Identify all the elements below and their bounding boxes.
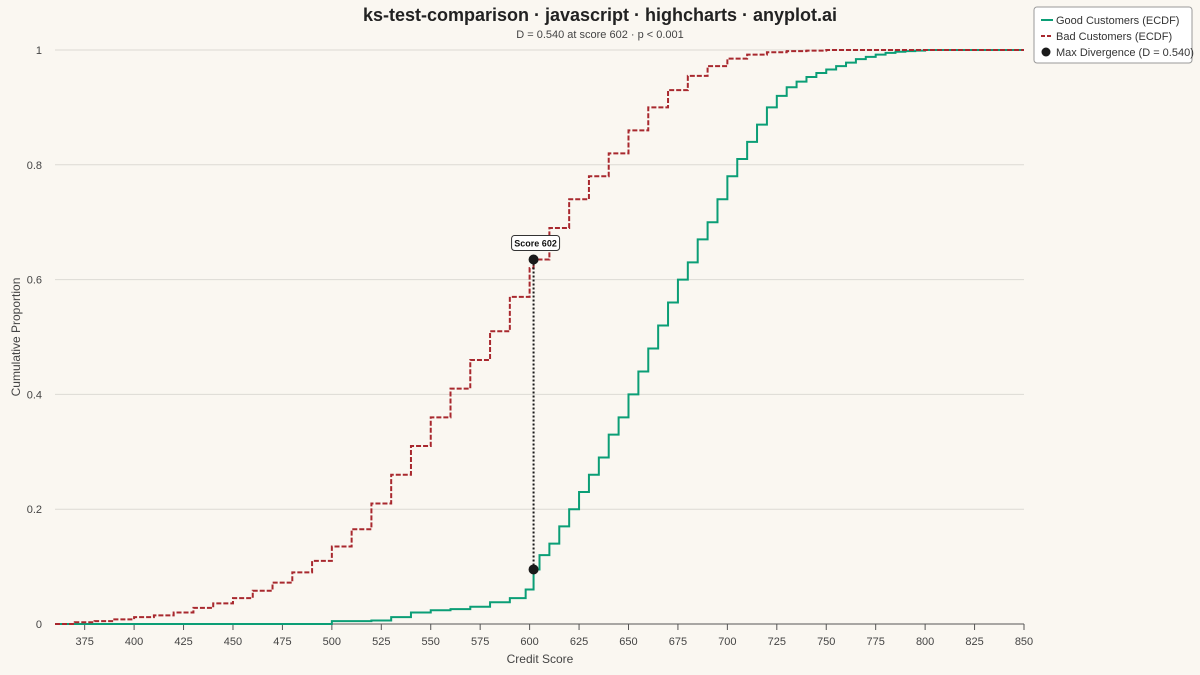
chart-title: ks-test-comparison · javascript · highch… <box>363 5 837 25</box>
x-tick-label: 375 <box>75 636 93 648</box>
x-tick-label: 825 <box>965 636 983 648</box>
legend-label-good: Good Customers (ECDF) <box>1056 15 1179 27</box>
x-tick-label: 850 <box>1015 636 1033 648</box>
x-tick-label: 800 <box>916 636 934 648</box>
x-tick-label: 675 <box>669 636 687 648</box>
x-tick-label: 425 <box>174 636 192 648</box>
legend-label-bad: Bad Customers (ECDF) <box>1056 31 1172 43</box>
x-tick-label: 750 <box>817 636 835 648</box>
x-tick-label: 525 <box>372 636 390 648</box>
legend-item-bad[interactable]: Bad Customers (ECDF) <box>1041 31 1172 43</box>
y-axis-title: Cumulative Proportion <box>9 278 23 397</box>
legend-box <box>1033 6 1193 64</box>
x-tick-label: 625 <box>570 636 588 648</box>
series-good-customers[interactable] <box>55 49 1024 625</box>
y-tick-label: 0.8 <box>27 160 42 172</box>
divergence-label-box <box>511 235 561 252</box>
legend-item-good[interactable]: Good Customers (ECDF) <box>1041 15 1179 27</box>
legend-label-divergence: Max Divergence (D = 0.540) <box>1056 47 1194 59</box>
grid-layer <box>55 49 1024 625</box>
x-tick-label: 400 <box>125 636 143 648</box>
x-tick-label: 600 <box>520 636 538 648</box>
x-tick-label: 550 <box>422 636 440 648</box>
x-tick-label: 725 <box>768 636 786 648</box>
series-layer <box>55 49 1024 625</box>
annotation-layer: Score 602 <box>511 235 561 575</box>
divergence-point-bad[interactable] <box>528 254 539 265</box>
legend-item-divergence[interactable]: Max Divergence (D = 0.540) <box>1041 47 1194 59</box>
y-tick-label: 1 <box>36 45 42 57</box>
axis-layer: 0 0.2 0.4 0.6 0.8 1 375 400 425 450 475 500 525 550 57… <box>27 45 1033 648</box>
y-tick-label: 0.2 <box>27 504 42 516</box>
divergence-point-good[interactable] <box>528 564 539 575</box>
x-tick-label: 650 <box>619 636 637 648</box>
y-tick-label: 0.4 <box>27 389 42 401</box>
y-tick-label: 0 <box>36 619 42 631</box>
legend: Good Customers (ECDF) Bad Customers (ECD… <box>1033 6 1194 64</box>
x-tick-label: 475 <box>273 636 291 648</box>
legend-swatch-divergence <box>1041 47 1051 57</box>
x-tick-label: 500 <box>323 636 341 648</box>
divergence-label: Score 602 <box>514 239 557 249</box>
x-axis-title: Credit Score <box>507 652 574 666</box>
x-tick-label: 450 <box>224 636 242 648</box>
chart-subtitle: D = 0.540 at score 602 · p < 0.001 <box>516 29 684 41</box>
y-tick-label: 0.6 <box>27 275 42 287</box>
series-bad-customers[interactable] <box>55 49 1024 625</box>
x-tick-label: 575 <box>471 636 489 648</box>
x-tick-label: 775 <box>867 636 885 648</box>
x-tick-label: 700 <box>718 636 736 648</box>
